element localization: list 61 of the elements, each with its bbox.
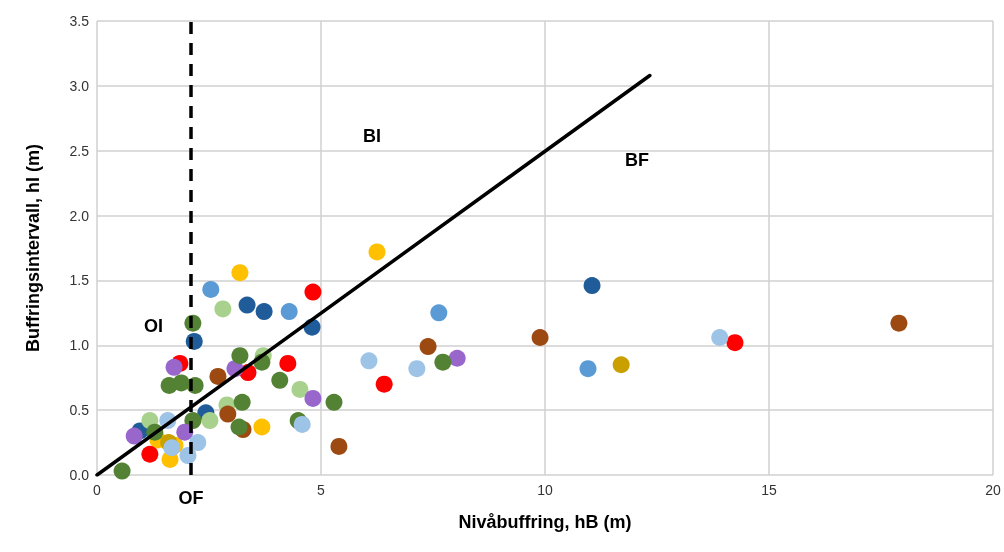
point: [531, 329, 549, 346]
point: [209, 367, 227, 385]
point: [172, 374, 190, 392]
point: [304, 389, 322, 407]
point: [368, 243, 386, 261]
point: [230, 418, 248, 436]
y-axis-title: Buffringsintervall, hI (m): [23, 143, 43, 353]
y-tick-label: 1.5: [69, 272, 90, 289]
annotation: OI: [144, 316, 164, 336]
point: [325, 393, 343, 411]
y-tick-label: 0.0: [69, 467, 90, 483]
point: [890, 314, 908, 332]
point: [579, 360, 597, 378]
point: [434, 353, 452, 371]
point: [255, 303, 273, 321]
point: [201, 412, 219, 430]
point: [280, 303, 298, 321]
point: [271, 371, 289, 389]
point: [360, 352, 378, 370]
y-tick-label: 1.0: [69, 337, 90, 354]
point: [291, 380, 309, 398]
point: [113, 462, 131, 480]
ref-line-label: OF: [178, 488, 204, 508]
point: [233, 393, 251, 411]
x-tick-label: 15: [761, 482, 777, 498]
point: [448, 349, 466, 367]
point: [330, 437, 348, 455]
point: [202, 281, 220, 298]
y-tick-label: 3.5: [69, 13, 90, 29]
point: [711, 329, 729, 346]
y-tick-label: 2.5: [69, 142, 90, 159]
point: [583, 277, 601, 295]
y-tick-label: 0.5: [69, 402, 90, 419]
point: [612, 356, 630, 374]
point: [231, 264, 249, 282]
x-tick-label: 5: [317, 482, 326, 498]
point: [279, 354, 297, 372]
y-tick-label: 2.0: [69, 207, 90, 224]
point: [253, 418, 271, 436]
point: [238, 296, 256, 314]
annotation: BF: [625, 150, 649, 170]
point: [219, 405, 237, 423]
point: [304, 283, 322, 301]
point: [141, 445, 159, 463]
point: [189, 434, 207, 452]
point: [408, 360, 426, 378]
x-tick-label: 20: [985, 482, 1001, 498]
point: [419, 338, 437, 356]
point: [214, 300, 232, 318]
x-axis-title: Nivåbuffring, hB (m): [458, 512, 632, 532]
x-tick-label: 0: [93, 482, 102, 498]
point: [430, 304, 448, 322]
y-tick-label: 3.0: [69, 77, 90, 94]
point: [293, 415, 311, 433]
point: [125, 427, 143, 445]
annotation: BI: [363, 126, 381, 146]
point: [231, 347, 249, 365]
point: [165, 358, 183, 376]
point: [375, 375, 393, 393]
point: [726, 334, 744, 352]
x-tick-label: 10: [537, 482, 553, 498]
